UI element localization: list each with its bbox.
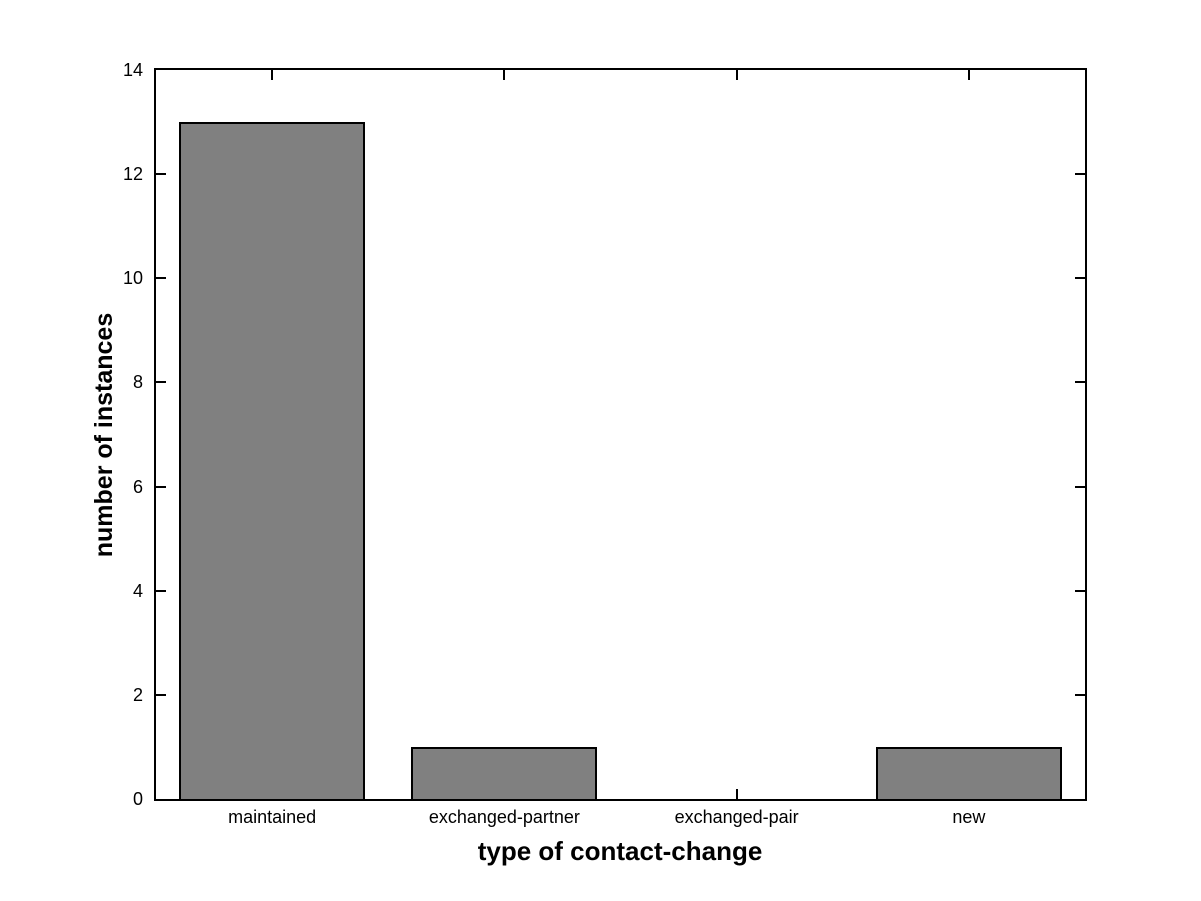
- x-tick-mark: [271, 70, 274, 80]
- y-tick-mark: [156, 693, 166, 696]
- y-tick-mark: [156, 277, 166, 280]
- y-tick-label: 6: [132, 476, 143, 497]
- x-tick-label: maintained: [228, 807, 317, 827]
- y-tick-label: 8: [132, 372, 143, 393]
- x-tick-mark: [967, 70, 970, 80]
- plot-area: [154, 68, 1087, 801]
- y-tick-label: 4: [132, 580, 143, 601]
- bar-maintained: [179, 122, 366, 799]
- y-tick-label: 0: [132, 789, 143, 809]
- y-tick-label: 10: [122, 268, 143, 289]
- y-tick-mark: [1075, 485, 1085, 488]
- x-tick-mark: [735, 789, 738, 799]
- y-tick-mark: [1075, 277, 1085, 280]
- y-tick-label: 14: [122, 60, 143, 80]
- bar-exchanged-partner: [411, 746, 598, 799]
- y-tick-mark: [156, 485, 166, 488]
- y-axis-label: number of instances: [90, 312, 118, 558]
- x-tick-mark: [503, 70, 506, 80]
- x-axis-label: type of contact-change: [477, 836, 763, 866]
- x-tick-label: exchanged-pair: [674, 807, 799, 827]
- y-tick-mark: [1075, 381, 1085, 384]
- y-tick-label: 12: [122, 164, 143, 185]
- y-tick-mark: [1075, 589, 1085, 592]
- x-tick-label: new: [952, 807, 986, 827]
- y-tick-mark: [156, 381, 166, 384]
- y-tick-label: 2: [132, 684, 143, 705]
- x-tick-mark: [735, 70, 738, 80]
- y-tick-mark: [156, 589, 166, 592]
- x-tick-label: exchanged-partner: [428, 807, 580, 827]
- bar-new: [875, 746, 1062, 799]
- y-tick-mark: [1075, 173, 1085, 176]
- y-tick-mark: [1075, 693, 1085, 696]
- y-tick-mark: [156, 173, 166, 176]
